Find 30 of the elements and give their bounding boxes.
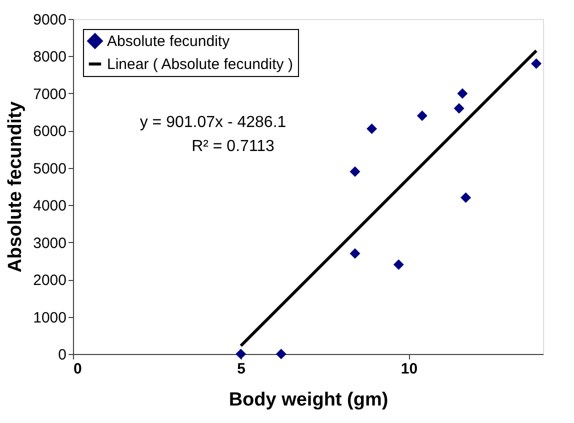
point bbox=[350, 166, 360, 177]
y-tick-label: 6000 bbox=[33, 123, 66, 140]
x-tick-label: 10 bbox=[400, 360, 418, 378]
point bbox=[366, 124, 378, 134]
legend-label: Linear ( Absolute fecundity ) bbox=[107, 56, 293, 73]
point bbox=[460, 192, 472, 203]
point bbox=[393, 259, 404, 270]
annotation: y = 901.07x - 4286.1 bbox=[140, 114, 286, 131]
y-tick-label: 0 bbox=[58, 346, 66, 364]
point bbox=[531, 58, 542, 69]
point bbox=[457, 88, 468, 99]
x-tick-label: 0 bbox=[74, 360, 82, 378]
point bbox=[454, 103, 464, 114]
point bbox=[350, 248, 360, 259]
annotation: R² = 0.7113 bbox=[192, 138, 275, 155]
y-tick-label: 4000 bbox=[33, 198, 66, 215]
y-tick-label: 2000 bbox=[33, 272, 66, 290]
y-tick-label: 1000 bbox=[33, 309, 66, 326]
x-axis-title: Body weight (gm) bbox=[228, 390, 388, 410]
point bbox=[416, 110, 428, 122]
y-tick-label: 5000 bbox=[33, 160, 66, 178]
x-tick-label: 5 bbox=[237, 360, 246, 378]
point bbox=[276, 348, 286, 360]
y-tick-label: 3000 bbox=[33, 234, 66, 252]
y-tick-label: 9000 bbox=[33, 12, 66, 28]
legend-label: Absolute fecundity bbox=[107, 33, 230, 50]
point bbox=[236, 348, 246, 360]
y-tick-label: 8000 bbox=[33, 48, 66, 66]
y-axis-title: Absolute fecundity bbox=[5, 101, 26, 273]
y-tick-label: 7000 bbox=[33, 86, 66, 103]
